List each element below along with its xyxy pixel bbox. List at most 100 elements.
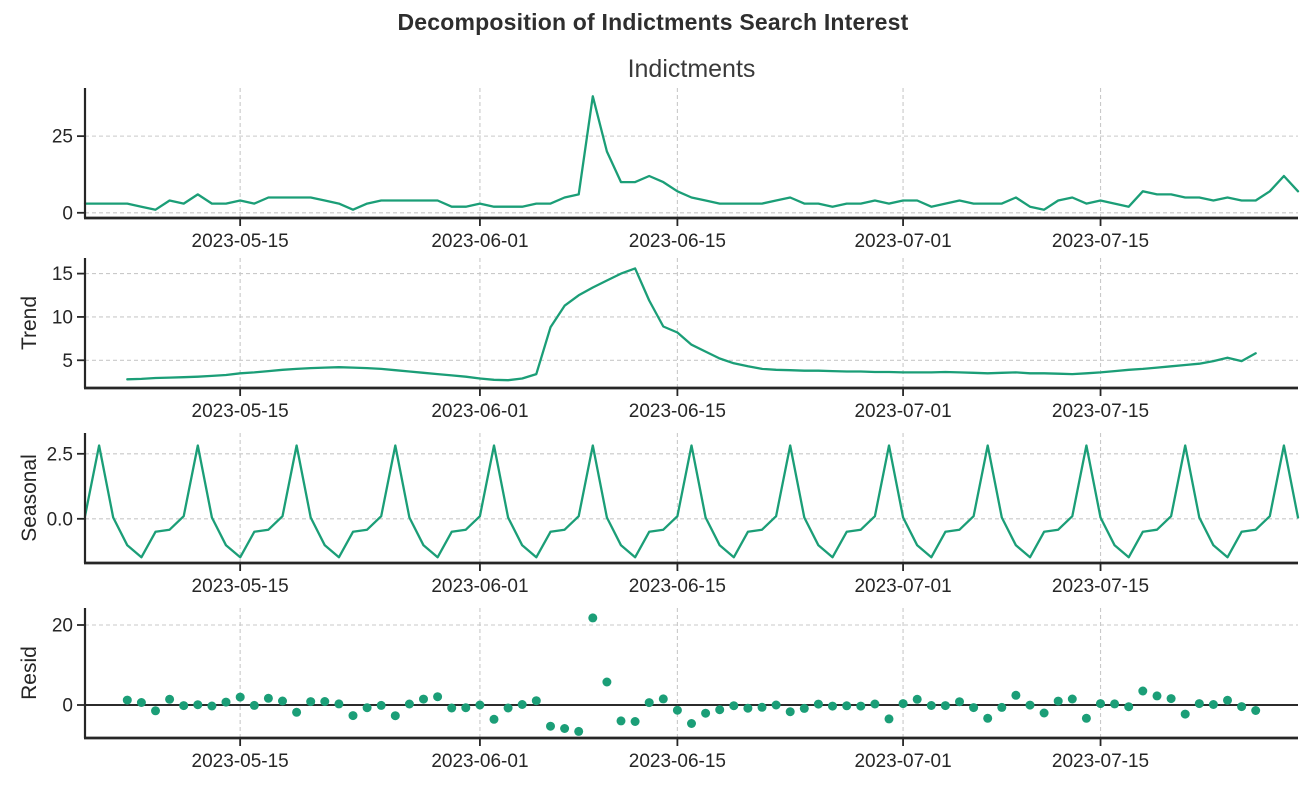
resid-point: [278, 696, 287, 706]
resid-point: [842, 701, 852, 711]
resid-point: [122, 695, 132, 705]
resid-point: [997, 702, 1007, 712]
resid-point: [136, 698, 146, 707]
y-tick-label: 5: [62, 351, 73, 372]
resid-point: [1110, 699, 1120, 709]
x-tick-label: 2023-07-01: [854, 576, 951, 597]
resid-point: [292, 707, 302, 717]
y-axis-label-trend: Trend: [18, 296, 41, 350]
resid-point: [249, 700, 259, 710]
resid-point: [362, 703, 372, 713]
resid-point: [489, 714, 499, 724]
resid-point: [687, 719, 696, 728]
resid-point: [263, 693, 273, 703]
x-tick-label: 2023-05-15: [192, 751, 289, 772]
resid-point: [404, 699, 414, 709]
x-tick-label: 2023-07-15: [1052, 231, 1149, 252]
panel-resid: 0 20 2023-05-15 2023-06-01 2023-06-15 2023-07…: [18, 608, 1298, 772]
resid-point: [616, 716, 626, 726]
resid-point: [1096, 699, 1105, 709]
resid-point: [884, 714, 894, 724]
resid-point: [799, 703, 809, 713]
observed-panel-title: Indictments: [627, 55, 756, 83]
resid-point: [969, 703, 979, 713]
resid-point: [207, 701, 217, 711]
resid-point: [165, 694, 175, 704]
resid-point: [630, 717, 640, 726]
resid-point: [1138, 686, 1148, 696]
y-axis-label-seasonal: Seasonal: [18, 454, 41, 542]
x-tick-label: 2023-07-15: [1052, 401, 1149, 422]
x-tick-label: 2023-06-01: [431, 751, 528, 772]
resid-point: [1180, 709, 1190, 719]
y-tick-label: 0: [62, 696, 73, 717]
resid-point: [701, 708, 711, 718]
figure-title: Decomposition of Indictments Search Inte…: [397, 9, 909, 35]
resid-point: [1208, 700, 1218, 709]
panel-trend: 5 10 15 2023-05-15 2023-06-01 2023-06-15 2023-…: [18, 258, 1298, 422]
resid-point: [940, 701, 950, 711]
x-tick-label: 2023-07-01: [854, 231, 951, 252]
resid-point: [1166, 694, 1176, 704]
resid-point: [517, 700, 527, 709]
resid-point: [926, 701, 936, 710]
panel-seasonal: 0.0 2.5 2023-05-15 2023-06-01 2023-06-15 2023…: [18, 433, 1300, 597]
y-tick-label: 15: [52, 264, 73, 285]
resid-point: [419, 694, 428, 704]
resid-point: [602, 677, 612, 687]
resid-point: [1152, 691, 1162, 701]
x-tick-label: 2023-07-01: [854, 751, 951, 772]
x-tick-label: 2023-06-15: [629, 751, 726, 772]
y-tick-label: 10: [52, 307, 73, 328]
resid-point: [574, 726, 584, 736]
y-tick-label: 25: [52, 127, 73, 148]
y-tick-label: 0: [62, 203, 73, 224]
x-tick-label: 2023-07-01: [854, 401, 951, 422]
resid-point: [193, 700, 203, 710]
resid-point: [433, 692, 443, 702]
resid-point: [898, 699, 908, 709]
resid-point: [715, 705, 725, 715]
resid-point: [588, 613, 598, 623]
resid-point: [320, 697, 330, 706]
y-tick-label: 2.5: [47, 444, 73, 465]
resid-point: [151, 706, 160, 716]
x-tick-label: 2023-06-15: [629, 231, 726, 252]
resid-point: [912, 694, 922, 704]
resid-point: [1251, 706, 1261, 715]
x-tick-label: 2023-05-15: [192, 401, 289, 422]
resid-point: [1039, 708, 1049, 718]
x-tick-label: 2023-05-15: [192, 576, 289, 597]
resid-point: [531, 696, 541, 706]
x-tick-label: 2023-06-15: [629, 401, 726, 422]
resid-point: [306, 697, 316, 707]
resid-point: [757, 702, 767, 712]
resid-point: [179, 701, 189, 711]
resid-point: [813, 699, 823, 709]
y-tick-label: 20: [52, 616, 73, 637]
resid-point: [348, 711, 358, 721]
resid-point: [334, 699, 344, 709]
resid-point: [743, 703, 753, 713]
resid-point: [1067, 694, 1077, 704]
resid-point: [828, 701, 837, 711]
x-tick-label: 2023-06-01: [431, 576, 528, 597]
resid-point: [729, 701, 739, 711]
trend-line: [126, 267, 1257, 382]
x-tick-label: 2023-07-15: [1052, 751, 1149, 772]
resid-point: [1025, 700, 1035, 710]
resid-point: [1124, 702, 1134, 712]
resid-point: [1011, 690, 1021, 700]
resid-point: [1194, 699, 1204, 709]
resid-point: [672, 705, 682, 715]
resid-point: [785, 707, 795, 717]
resid-point: [390, 711, 400, 721]
resid-point: [376, 700, 386, 710]
resid-point: [983, 713, 993, 723]
resid-point: [560, 724, 570, 733]
resid-point: [955, 697, 964, 707]
y-axis-label-resid: Resid: [18, 646, 41, 700]
x-tick-label: 2023-07-15: [1052, 576, 1149, 597]
